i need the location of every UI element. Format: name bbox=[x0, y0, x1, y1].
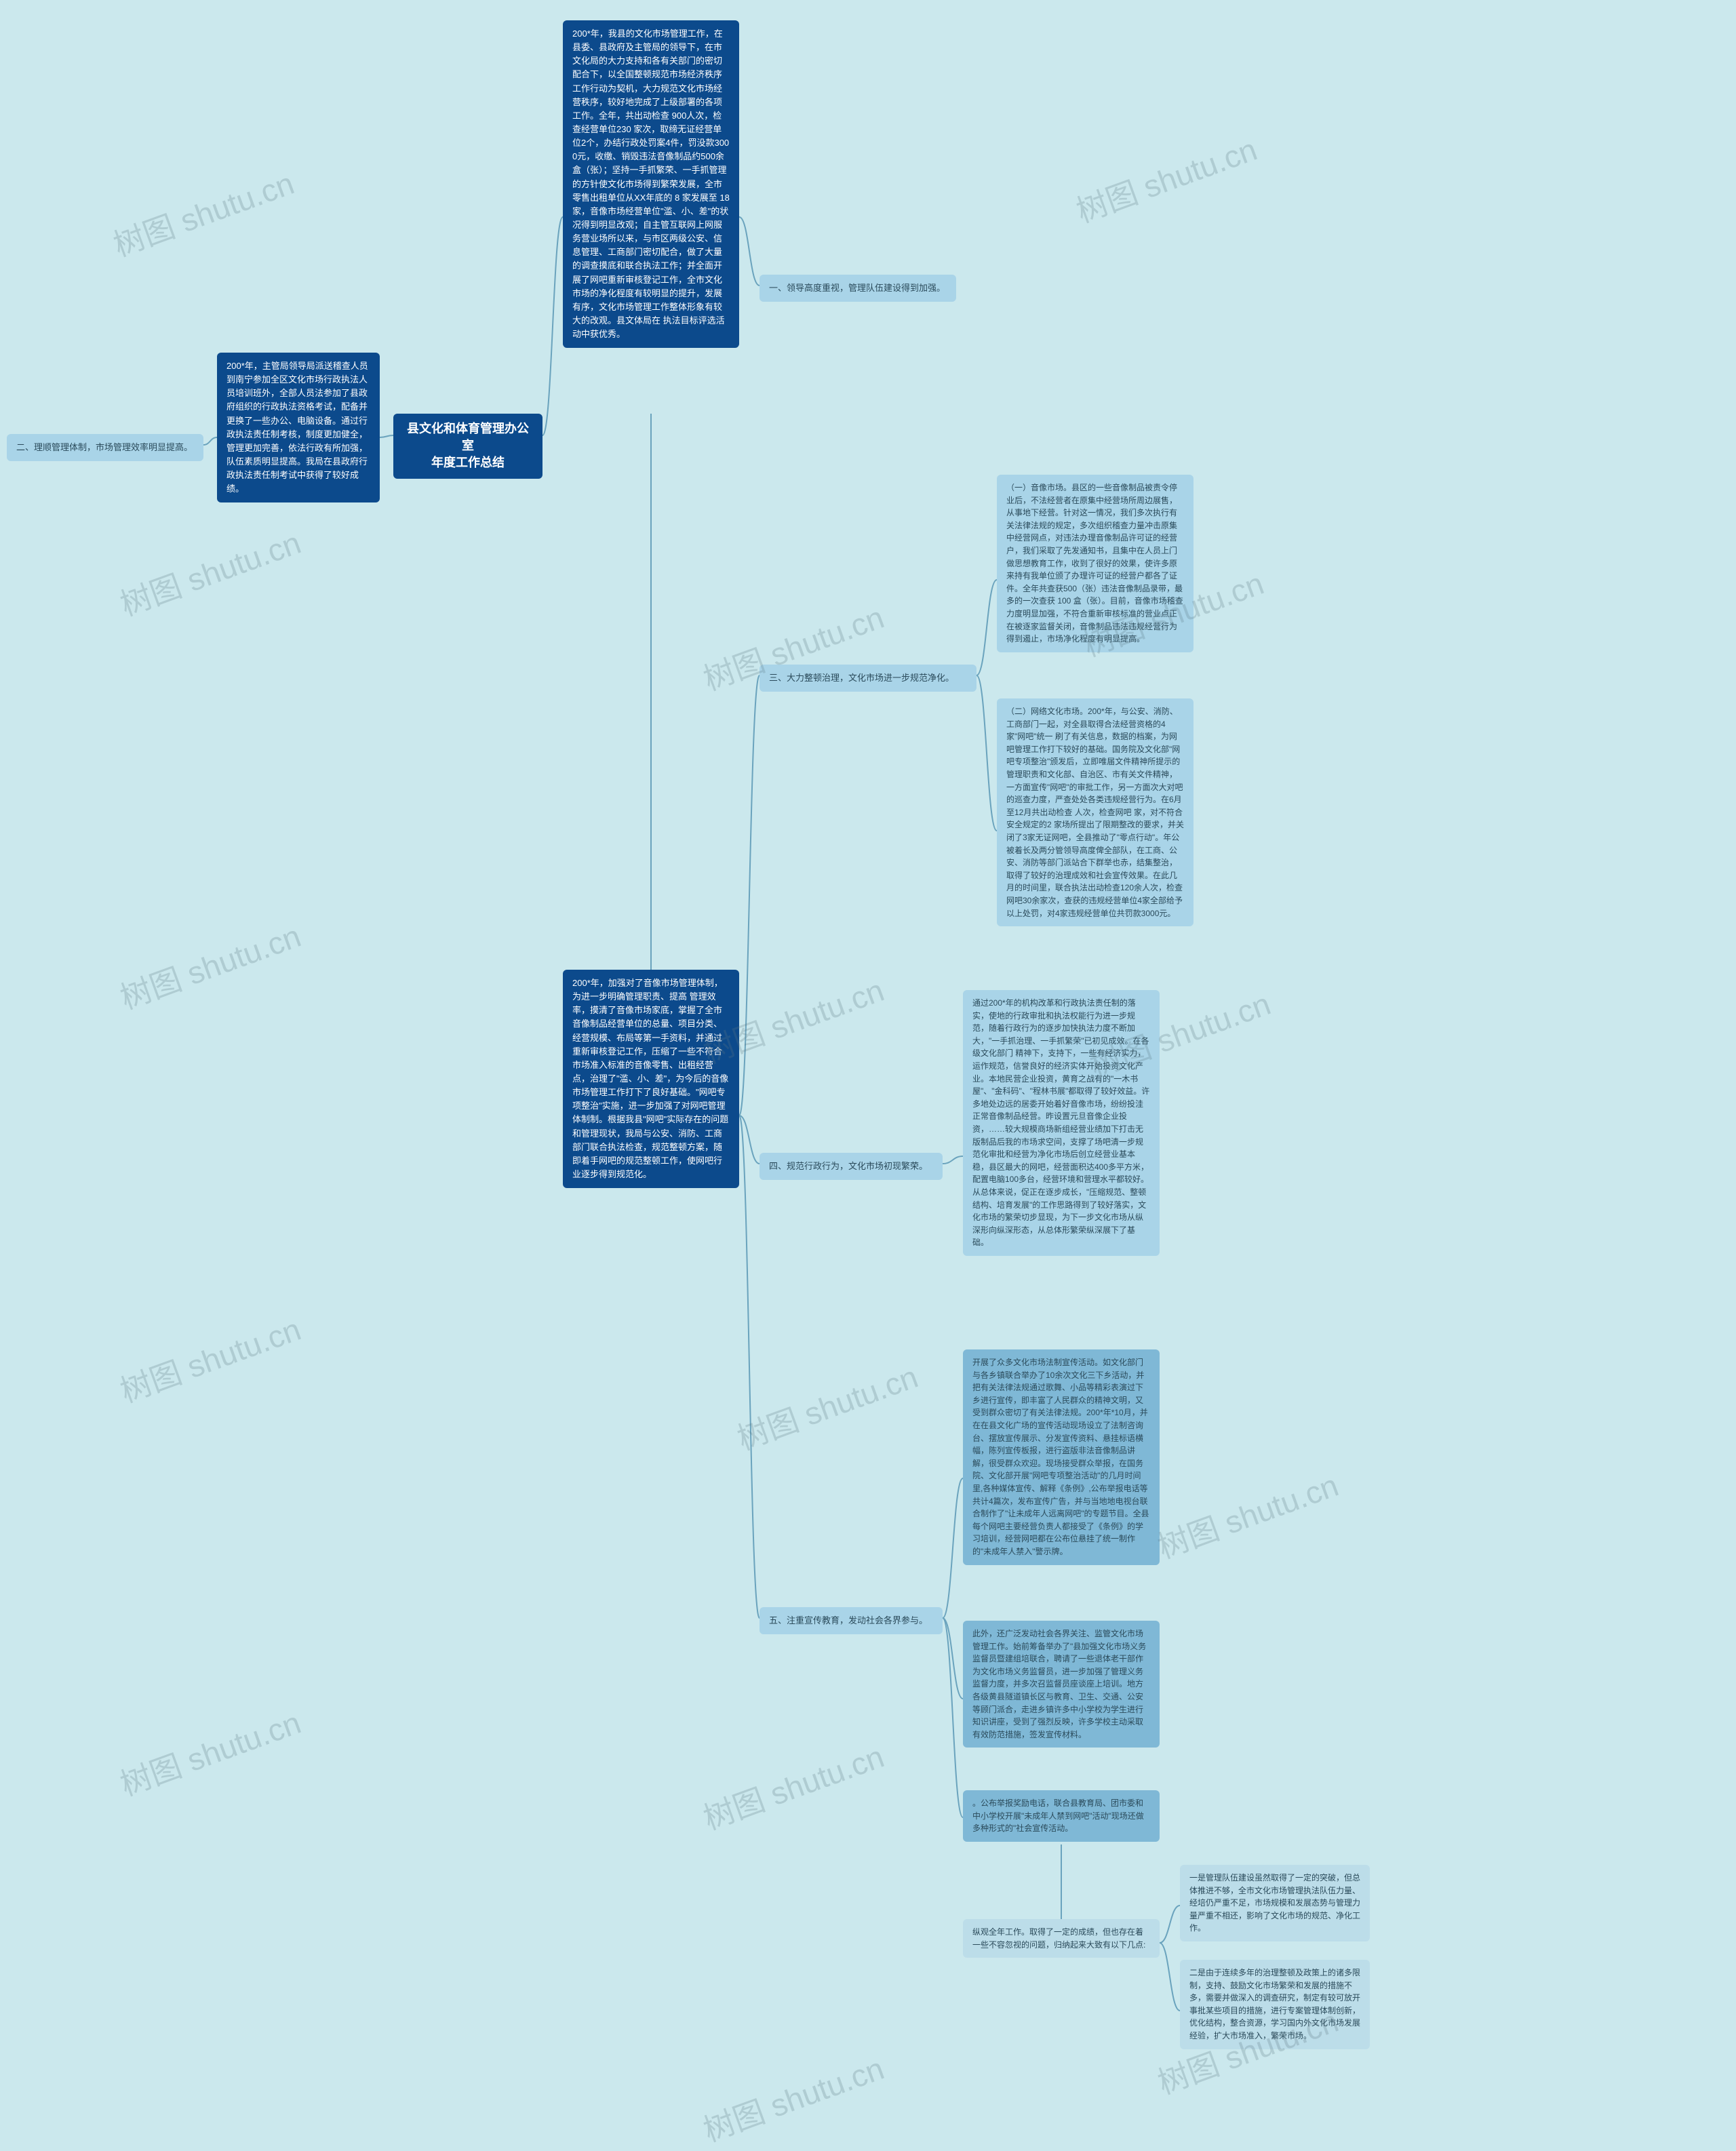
connector bbox=[739, 1116, 760, 1618]
connector bbox=[203, 437, 217, 445]
watermark: 树图 shutu.cn bbox=[1151, 1461, 1343, 1567]
node-branch4_label: 四、规范行政行为，文化市场初现繁荣。 bbox=[760, 1153, 943, 1180]
watermark: 树图 shutu.cn bbox=[113, 1305, 306, 1411]
connector bbox=[943, 1618, 963, 1817]
connector bbox=[380, 435, 393, 437]
node-branch4_sub: 通过200*年的机构改革和行政执法责任制的落实，使地的行政审批和执法权能行为进一… bbox=[963, 990, 1160, 1256]
connector bbox=[976, 675, 997, 831]
connector bbox=[943, 1478, 963, 1618]
watermark: 树图 shutu.cn bbox=[1069, 125, 1262, 231]
node-branch1_text: 200*年，我县的文化市场管理工作，在县委、县政府及主管局的领导下，在市文化局的… bbox=[563, 20, 739, 348]
node-branch1_label: 一、领导高度重视，管理队伍建设得到加强。 bbox=[760, 275, 956, 302]
node-branch2_label: 二、理顺管理体制，市场管理效率明显提高。 bbox=[7, 434, 203, 461]
connector bbox=[943, 1618, 963, 1699]
connector bbox=[739, 1116, 760, 1164]
node-conclusion_sub1: 一是管理队伍建设虽然取得了一定的突破，但总体推进不够，全市文化市场管理执法队伍力… bbox=[1180, 1865, 1370, 1941]
connector bbox=[976, 580, 997, 675]
node-conclusion_label: 纵观全年工作。取得了一定的成绩，但也存在着一些不容忽视的问题，归纳起来大致有以下… bbox=[963, 1919, 1160, 1958]
watermark: 树图 shutu.cn bbox=[696, 2044, 889, 2150]
watermark: 树图 shutu.cn bbox=[113, 518, 306, 625]
connector bbox=[739, 675, 760, 1116]
connector bbox=[542, 217, 563, 435]
node-branch5_sub1: 开展了众多文化市场法制宣传活动。如文化部门与各乡镇联合举办了10余次文化三下乡活… bbox=[963, 1349, 1160, 1565]
watermark: 树图 shutu.cn bbox=[113, 911, 306, 1018]
node-branch5_sub2: 此外，还广泛发动社会各界关注、监管文化市场管理工作。始前筹备举办了"县加强文化市… bbox=[963, 1621, 1160, 1748]
connector bbox=[1160, 1906, 1180, 1943]
connector-layer bbox=[0, 0, 1736, 2149]
watermark: 树图 shutu.cn bbox=[113, 1698, 306, 1804]
node-branch5_sub3: 。公布举报奖励电话，联合县教育局、团市委和中小学校开展"未成年人禁到网吧"活动"… bbox=[963, 1790, 1160, 1842]
node-branch4_text: 200*年，加强对了音像市场管理体制，为进一步明确管理职责、提高 管理效率，摸清… bbox=[563, 970, 739, 1188]
node-conclusion_sub2: 二是由于连续多年的治理整顿及政策上的诸多限制，支持、鼓励文化市场繁荣和发展的措施… bbox=[1180, 1960, 1370, 2049]
watermark: 树图 shutu.cn bbox=[696, 1732, 889, 1838]
connector bbox=[739, 217, 760, 285]
node-branch3_sub2: （二）网络文化市场。200*年，与公安、消防、工商部门一起，对全县取得合法经营资… bbox=[997, 698, 1194, 926]
watermark: 树图 shutu.cn bbox=[730, 1352, 923, 1459]
node-branch3_sub1: （一）音像市场。县区的一些音像制品被责令停业后，不法经营者在原集中经营场所周边展… bbox=[997, 475, 1194, 652]
connector bbox=[943, 1156, 963, 1164]
node-root: 县文化和体育管理办公室 年度工作总结 bbox=[393, 414, 542, 479]
node-branch3_label: 三、大力整顿治理，文化市场进一步规范净化。 bbox=[760, 665, 976, 692]
node-branch2_text: 200*年，主管局领导局派送稽查人员到南宁参加全区文化市场行政执法人员培训班外，… bbox=[217, 353, 380, 502]
connector bbox=[1160, 1943, 1180, 2011]
node-branch5_label: 五、注重宣传教育，发动社会各界参与。 bbox=[760, 1607, 943, 1634]
watermark: 树图 shutu.cn bbox=[106, 159, 299, 265]
